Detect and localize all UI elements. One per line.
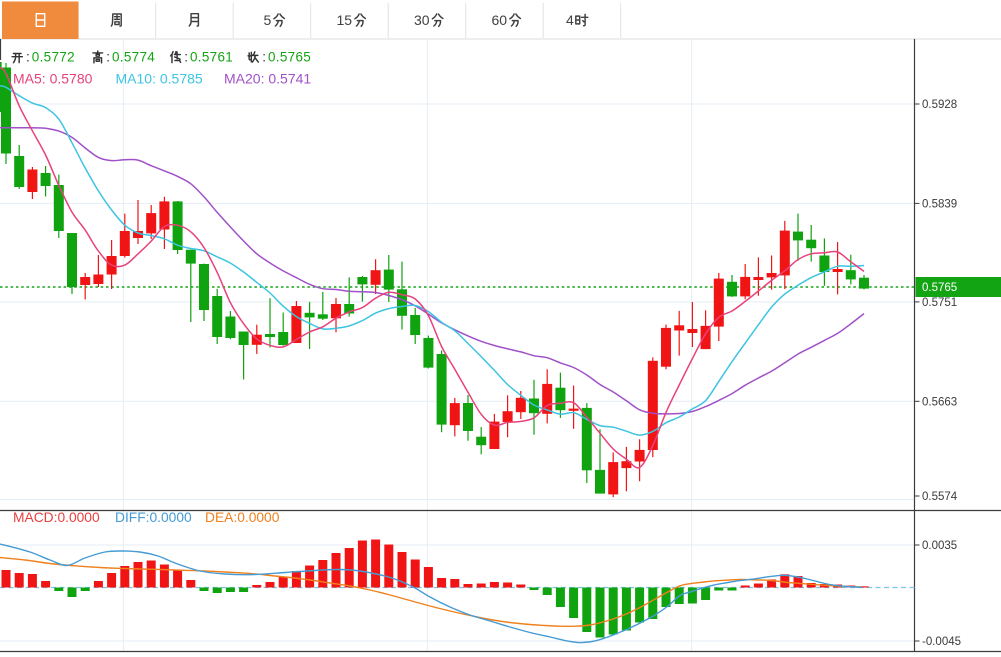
svg-text:0.5839: 0.5839 bbox=[922, 198, 957, 210]
svg-text:0.5663: 0.5663 bbox=[922, 396, 957, 408]
svg-text:0.5751: 0.5751 bbox=[922, 297, 957, 309]
svg-text:MA20: 0.5741: MA20: 0.5741 bbox=[224, 71, 311, 87]
svg-text:MA10: 0.5785: MA10: 0.5785 bbox=[116, 71, 203, 87]
svg-text:MACD:0.0000: MACD:0.0000 bbox=[13, 510, 100, 525]
svg-text:0.5772: 0.5772 bbox=[32, 50, 75, 65]
svg-text:MA5: 0.5780: MA5: 0.5780 bbox=[13, 71, 93, 87]
svg-text:DIFF:0.0000: DIFF:0.0000 bbox=[115, 510, 192, 525]
svg-text::: : bbox=[106, 50, 110, 65]
svg-text:0.5574: 0.5574 bbox=[922, 491, 958, 503]
svg-text:5: 5 bbox=[264, 12, 272, 28]
svg-text:30: 30 bbox=[414, 12, 430, 28]
svg-text:0.5765: 0.5765 bbox=[268, 50, 311, 65]
svg-text:-0.0045: -0.0045 bbox=[922, 636, 961, 648]
svg-text:0.5765: 0.5765 bbox=[922, 282, 957, 294]
svg-text:15: 15 bbox=[337, 12, 353, 28]
svg-text:4: 4 bbox=[566, 12, 574, 28]
svg-text:0.5928: 0.5928 bbox=[922, 99, 957, 111]
svg-text:60: 60 bbox=[492, 12, 508, 28]
svg-text:0.5761: 0.5761 bbox=[190, 50, 233, 65]
svg-text:0.0035: 0.0035 bbox=[922, 540, 957, 552]
svg-text::: : bbox=[184, 50, 188, 65]
svg-text::: : bbox=[262, 50, 266, 65]
svg-text:0.5774: 0.5774 bbox=[112, 50, 155, 65]
svg-text::: : bbox=[26, 50, 30, 65]
svg-text:DEA:0.0000: DEA:0.0000 bbox=[205, 510, 280, 525]
